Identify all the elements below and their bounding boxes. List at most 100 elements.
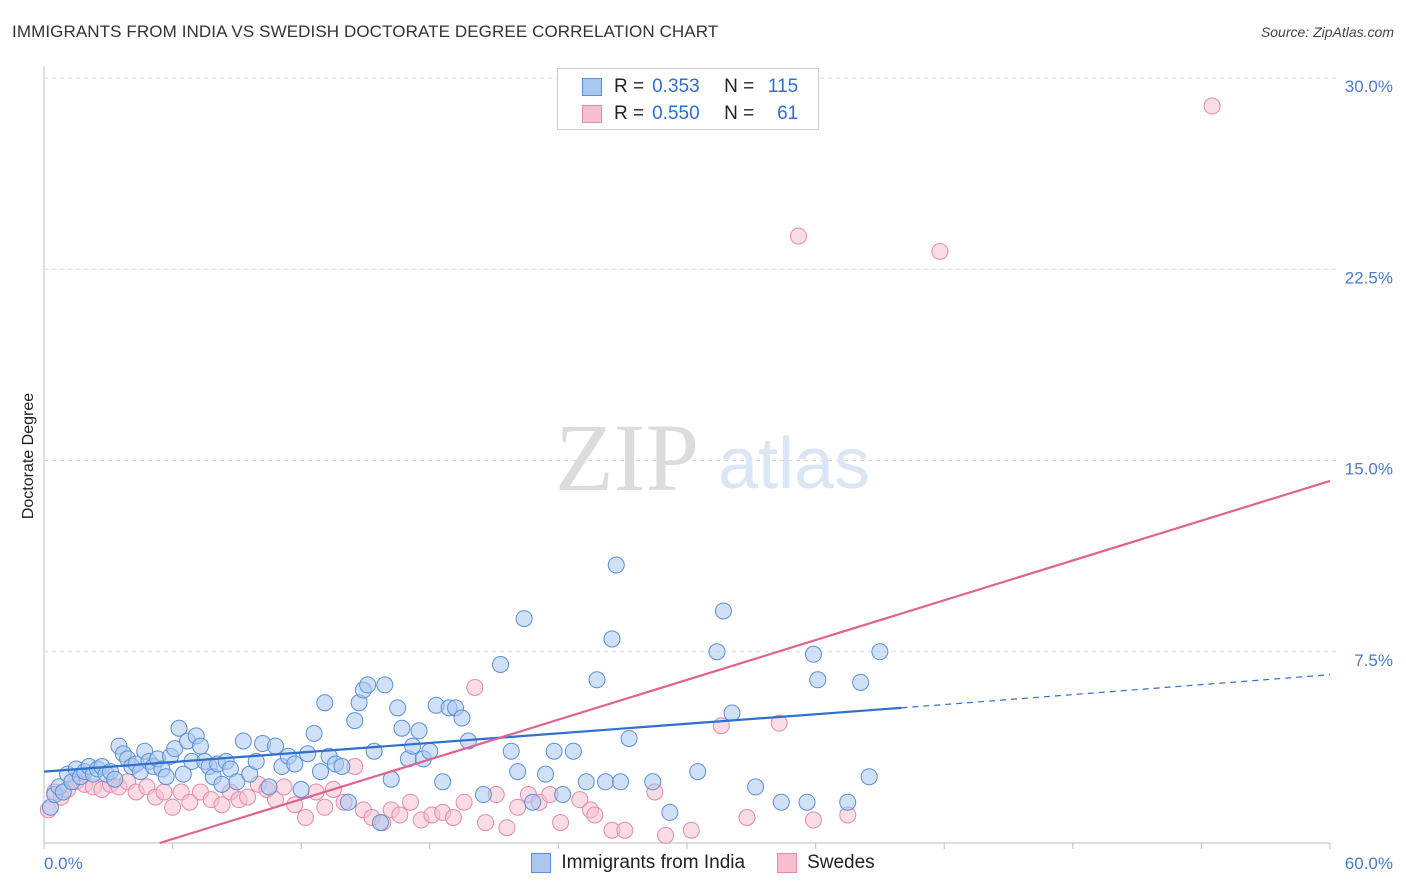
india-point [588, 671, 606, 689]
india-point [346, 712, 364, 730]
swedes-point [213, 796, 231, 814]
india-point [393, 719, 411, 737]
watermark-zip: ZIP [555, 404, 699, 511]
india-point [871, 643, 889, 661]
india-point [809, 671, 827, 689]
india-point [723, 704, 741, 722]
india-r-value: 0.353 [652, 76, 700, 97]
india-legend-swatch [531, 853, 552, 873]
india-trend-line [43, 706, 902, 773]
swedes-point [455, 793, 473, 811]
india-point [316, 694, 334, 712]
swedes-point [571, 791, 589, 809]
india-point [537, 765, 555, 783]
india-point [714, 602, 732, 620]
swedes-point [770, 714, 788, 732]
swedes-point [804, 811, 822, 829]
legend-item-swedes[interactable]: Swedes [777, 852, 875, 874]
india-point [234, 732, 252, 750]
india-point [191, 737, 209, 755]
india-point [389, 699, 407, 717]
india-n-value: 115 [767, 76, 799, 97]
india-point [545, 742, 563, 760]
india-point [453, 709, 471, 727]
india-point [492, 656, 510, 673]
india-n-label: N = [724, 76, 755, 97]
india-point [404, 737, 422, 755]
india-point [474, 786, 492, 804]
india-point [410, 722, 428, 740]
india-point [708, 643, 726, 661]
swedes-n-value: 61 [777, 103, 799, 124]
india-point [564, 742, 582, 760]
y-tick-label: 30.0% [1345, 77, 1393, 96]
swedes-point [509, 798, 527, 816]
india-point [661, 803, 679, 821]
india-point [157, 768, 175, 786]
india-point [299, 745, 317, 763]
swedes-point [164, 798, 182, 816]
swedes-r-value: 0.550 [652, 103, 700, 124]
india-point [372, 814, 390, 832]
swedes-point [616, 821, 634, 839]
india-point [292, 780, 310, 798]
india-point [311, 763, 329, 781]
swedes-point [391, 806, 409, 824]
india-point [804, 645, 822, 663]
india-point [689, 763, 707, 781]
india-point [747, 778, 765, 796]
india-point [434, 773, 452, 791]
india-point [612, 773, 630, 791]
india-point [260, 778, 278, 796]
swedes-trend-line [159, 479, 1331, 845]
legend-row-india: R = 0.353 N = 115 [582, 75, 798, 99]
india-point [106, 770, 124, 788]
y-tick-label: 15.0% [1345, 460, 1393, 479]
swedes-point [586, 806, 604, 824]
swedes-point [466, 678, 484, 696]
swedes-point [402, 793, 420, 811]
india-point [524, 793, 542, 811]
india-point [603, 630, 621, 648]
correlation-legend: R = 0.353 N = 115 R = 0.550 N = 61 [557, 68, 819, 130]
swedes-point [296, 809, 314, 826]
india-point [607, 556, 625, 574]
india-legend-label: Immigrants from India [561, 852, 746, 873]
legend-item-india[interactable]: Immigrants from India [531, 852, 745, 874]
swedes-r-label: R = [614, 103, 645, 124]
swedes-point [789, 227, 807, 245]
india-point [554, 786, 572, 804]
tick-labels: 7.5% 15.0% 22.5% 30.0% 0.0% 60.0% [44, 77, 1393, 873]
watermark: ZIP atlas [555, 404, 870, 511]
india-point [620, 729, 638, 747]
india-point [333, 758, 351, 775]
india-point [597, 773, 615, 791]
swedes-point [657, 826, 675, 844]
swedes-point [738, 809, 756, 826]
swedes-point [552, 814, 570, 832]
india-point [174, 765, 192, 783]
india-point [644, 773, 662, 791]
india-point [798, 793, 816, 811]
swedes-n-label: N = [724, 103, 755, 124]
swedes-point [444, 809, 462, 826]
trend-lines [43, 479, 1331, 845]
india-point [166, 740, 184, 758]
swedes-legend-label: Swedes [807, 852, 875, 873]
india-point [266, 737, 284, 755]
india-point [509, 763, 527, 781]
india-point [359, 676, 377, 694]
swedes-point [181, 793, 199, 811]
swedes-point [239, 788, 257, 806]
india-point [305, 724, 323, 742]
swedes-point [316, 798, 334, 816]
india-point [515, 610, 533, 628]
swedes-point [682, 821, 700, 839]
y-tick-label: 7.5% [1354, 651, 1393, 670]
india-point [502, 742, 520, 760]
india-point [170, 719, 188, 737]
india-trend-extension [901, 674, 1331, 709]
x-tick-label: 0.0% [44, 854, 83, 873]
swedes-point [477, 814, 495, 832]
